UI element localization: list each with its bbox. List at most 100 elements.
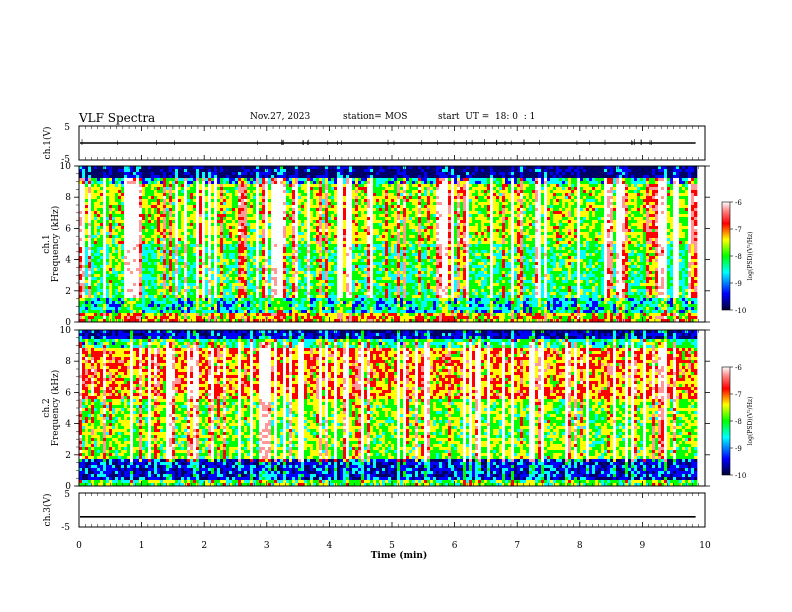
- spectrogram-cell: [202, 208, 206, 212]
- spectrogram-cell: [250, 313, 254, 317]
- spectrogram-cell: [304, 259, 308, 263]
- spectrogram-cell: [226, 316, 230, 320]
- spectrogram-cell: [91, 235, 95, 239]
- spectrogram-cell: [358, 169, 362, 173]
- spectrogram-cell: [91, 217, 95, 221]
- spectrogram-cell: [205, 223, 209, 227]
- spectrogram-cell: [331, 238, 335, 242]
- spectrogram-cell: [286, 253, 290, 257]
- spectrogram-cell: [166, 280, 170, 284]
- spectrogram-cell: [151, 268, 155, 272]
- spectrogram-cell: [88, 208, 92, 212]
- spectrogram-cell: [256, 301, 260, 305]
- spectrogram-cell: [163, 181, 167, 185]
- spectrogram-cell: [334, 172, 338, 176]
- spectrogram-cell: [238, 262, 242, 266]
- spectrogram-cell: [160, 256, 164, 260]
- spectrogram-cell: [85, 205, 89, 209]
- spectrogram-cell: [148, 190, 152, 194]
- spectrogram-cell: [127, 253, 131, 257]
- spectrogram-cell: [298, 301, 302, 305]
- spectrogram-cell: [208, 220, 212, 224]
- spectrogram-cell: [259, 244, 263, 248]
- spectrogram-cell: [118, 310, 122, 314]
- spectrogram-cell: [151, 295, 155, 299]
- spectrogram-cell: [157, 289, 161, 293]
- spectrogram-cell: [289, 193, 293, 197]
- spectrogram-cell: [337, 187, 341, 191]
- spectrogram-cell: [220, 244, 224, 248]
- spectrogram-cell: [148, 274, 152, 278]
- spectrogram-cell: [241, 184, 245, 188]
- spectrogram-cell: [325, 295, 329, 299]
- spectrogram-cell: [106, 250, 110, 254]
- spectrogram-cell: [124, 286, 128, 290]
- spectrogram-cell: [292, 271, 296, 275]
- spectrogram-cell: [85, 253, 89, 257]
- spectrogram-cell: [235, 301, 239, 305]
- spectrogram-cell: [196, 274, 200, 278]
- spectrogram-cell: [277, 196, 281, 200]
- spectrogram-cell: [172, 262, 176, 266]
- spectrogram-cell: [262, 301, 266, 305]
- spectrogram-cell: [283, 178, 287, 182]
- spectrogram-cell: [241, 268, 245, 272]
- spectrogram-cell: [271, 274, 275, 278]
- spectrogram-cell: [232, 247, 236, 251]
- spectrogram-cell: [142, 226, 146, 230]
- spectrogram-cell: [226, 220, 230, 224]
- spectrogram-cell: [169, 274, 173, 278]
- spectrogram-cell: [301, 295, 305, 299]
- spectrogram-cell: [292, 277, 296, 281]
- spectrogram-cell: [190, 178, 194, 182]
- spectrogram-cell: [121, 232, 125, 236]
- spectrogram-cell: [232, 277, 236, 281]
- spectrogram-cell: [205, 268, 209, 272]
- spectrogram-cell: [247, 172, 251, 176]
- spectrogram-cell: [82, 262, 86, 266]
- spectrogram-cell: [328, 301, 332, 305]
- spectrogram-cell: [139, 250, 143, 254]
- spectrogram-cell: [118, 211, 122, 215]
- spectrogram-cell: [97, 217, 101, 221]
- spectrogram-cell: [184, 190, 188, 194]
- spectrogram-cell: [91, 178, 95, 182]
- spectrogram-cell: [349, 178, 353, 182]
- spectrogram-cell: [175, 169, 179, 173]
- spectrogram-cell: [241, 241, 245, 245]
- spectrogram-cell: [265, 241, 269, 245]
- spectrogram-cell: [304, 190, 308, 194]
- spectrogram-cell: [226, 175, 230, 179]
- spectrogram-cell: [331, 286, 335, 290]
- spectrogram-cell: [157, 262, 161, 266]
- spectrogram-cell: [148, 175, 152, 179]
- spectrogram-cell: [325, 211, 329, 215]
- spectrogram-cell: [223, 199, 227, 203]
- spectrogram-cell: [259, 175, 263, 179]
- spectrogram-cell: [223, 274, 227, 278]
- spectrogram-cell: [277, 199, 281, 203]
- spectrogram-cell: [178, 241, 182, 245]
- spectrogram-cell: [154, 184, 158, 188]
- spectrogram-cell: [316, 310, 320, 314]
- spectrogram-cell: [241, 319, 245, 323]
- spectrogram-cell: [118, 178, 122, 182]
- spectrogram-cell: [322, 205, 326, 209]
- spectrogram-cell: [88, 175, 92, 179]
- spectrogram-cell: [190, 175, 194, 179]
- spectrogram-cell: [205, 262, 209, 266]
- spectrogram-cell: [277, 232, 281, 236]
- spectrogram-cell: [253, 292, 257, 296]
- spectrogram-cell: [166, 286, 170, 290]
- spectrogram-cell: [160, 274, 164, 278]
- spectrogram-cell: [226, 196, 230, 200]
- spectrogram-cell: [346, 274, 350, 278]
- spectrogram-cell: [91, 205, 95, 209]
- spectrogram-cell: [193, 301, 197, 305]
- spectrogram-cell: [124, 223, 128, 227]
- spectrogram-cell: [109, 277, 113, 281]
- spectrogram-cell: [319, 319, 323, 323]
- spectrogram-cell: [100, 286, 104, 290]
- spectrogram-cell: [166, 202, 170, 206]
- spectrogram-cell: [154, 235, 158, 239]
